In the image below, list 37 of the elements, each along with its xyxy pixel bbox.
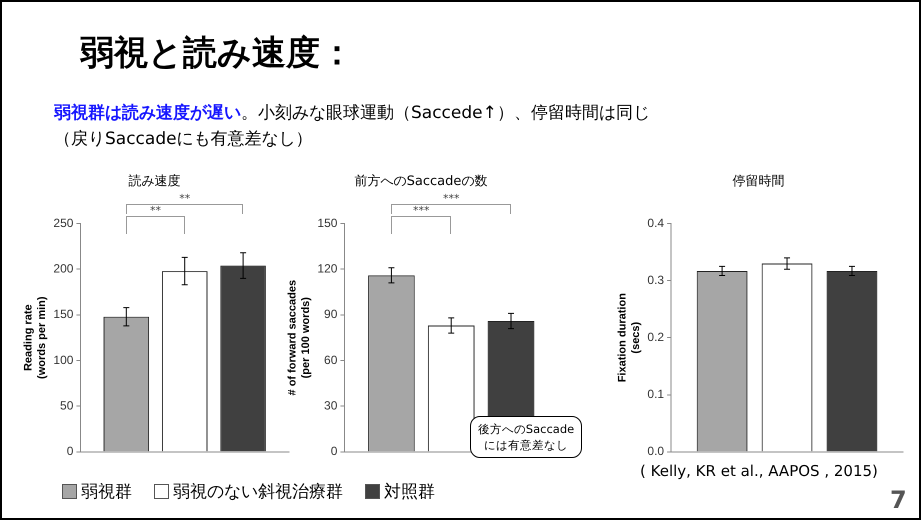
y-axis-title: Reading rate (words per min) (22, 296, 48, 379)
y-tick-label: 200 (53, 262, 74, 276)
text: 。小刻みな眼球運動（Saccede↑）、停留時間は同じ (241, 103, 650, 123)
text: 7 (890, 486, 907, 514)
text: 弱視群は読み速度が遅い (54, 103, 241, 123)
y-tick-label: 30 (324, 398, 338, 412)
text: ( Kelly, KR et al., AAPOS , 2015) (640, 462, 878, 480)
y-tick-label: 100 (53, 352, 74, 367)
y-tick-label: 250 (53, 216, 74, 230)
y-axis-title: # of forward saccades (per 100 words) (286, 280, 312, 396)
chart-title: 停留時間 (732, 174, 784, 190)
y-tick-label: 0.3 (647, 272, 664, 287)
chart-title: 前方へのSaccadeの数 (354, 173, 488, 190)
legend-label: 対照群 (383, 481, 435, 503)
y-tick-label: 0 (330, 444, 338, 458)
series-label: 弱視のない斜視治療群 (172, 481, 343, 503)
y-tick-label: 50 (60, 398, 74, 412)
y-tick-label: 0.2 (647, 330, 664, 344)
y-tick-label: 0.4 (647, 216, 664, 230)
legend-label: 弱視群 (80, 481, 132, 503)
y-tick-label: 150 (53, 307, 74, 322)
text: *** (442, 192, 460, 205)
text: ** (150, 204, 161, 217)
y-tick-label: 120 (317, 262, 338, 276)
y-tick-label: 0.0 (647, 444, 664, 458)
text: 弱視と読み速度： (80, 32, 354, 75)
y-tick-label: 0.1 (647, 387, 664, 402)
y-axis-title: Fixation duration (secs) (616, 292, 642, 382)
y-tick-label: 150 (317, 216, 338, 230)
y-tick-label: 90 (324, 307, 338, 322)
text: *** (413, 204, 430, 217)
y-tick-label: 60 (324, 352, 338, 367)
annotation: 後方へのSaccadeには有意差なし (470, 416, 582, 458)
text: ** (179, 192, 190, 205)
y-tick-label: 0 (66, 444, 74, 458)
chart-title: 読み速度 (128, 173, 180, 190)
text: （戻りSaccadeにも有意差なし） (54, 129, 313, 149)
